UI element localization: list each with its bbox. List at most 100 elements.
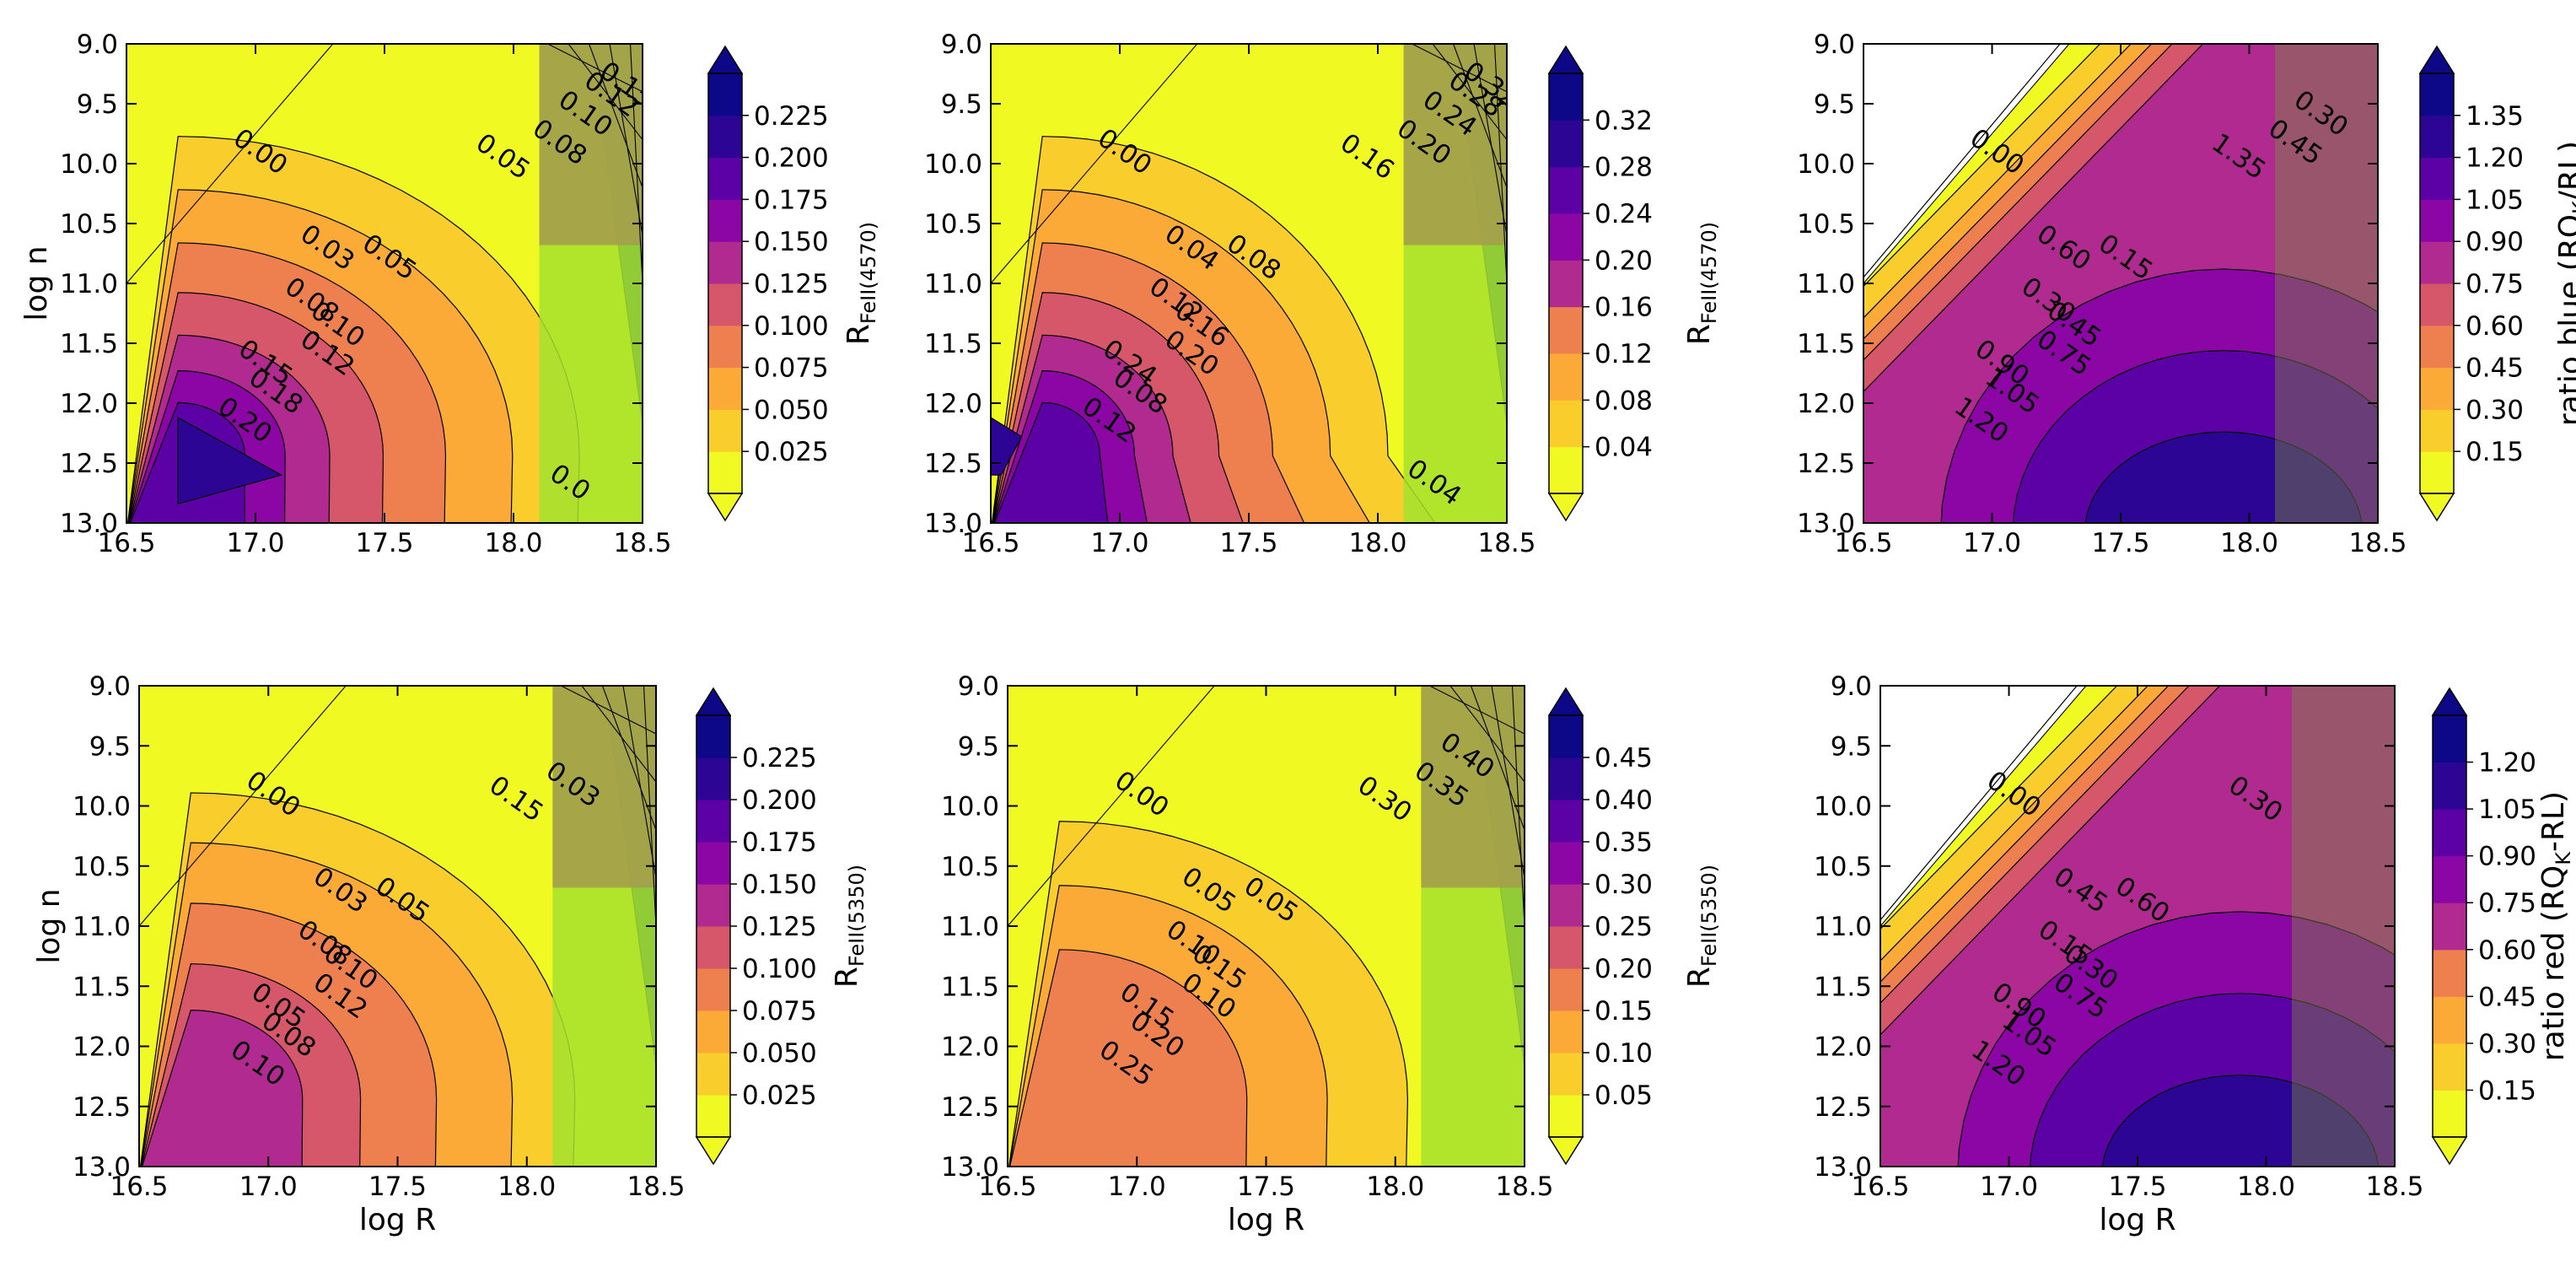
colorbar-segment xyxy=(1549,1053,1583,1096)
panel-p3: 0.000.600.150.300.450.750.901.051.201.35… xyxy=(1797,30,2576,558)
colorbar-label-main: R xyxy=(1682,967,1717,988)
contour-line xyxy=(1880,686,2087,927)
shaded-region-top xyxy=(539,44,643,245)
y-tick-label: 10.5 xyxy=(60,209,118,240)
colorbar-segment xyxy=(696,757,730,800)
x-tick-label: 17.5 xyxy=(355,528,413,558)
contour-line xyxy=(1449,686,1525,783)
x-tick-label: 18.0 xyxy=(1348,528,1406,558)
y-tick-label: 9.0 xyxy=(1831,671,1872,702)
x-tick-label: 18.0 xyxy=(484,528,542,558)
colorbar-segment xyxy=(1549,884,1583,927)
y-tick-label: 11.5 xyxy=(73,972,131,1002)
x-tick-label: 18.5 xyxy=(2348,528,2407,558)
y-tick-label: 10.0 xyxy=(1814,792,1872,822)
contour-line xyxy=(1491,686,1525,879)
colorbar-tick-label: 0.28 xyxy=(1595,153,1653,183)
y-tick-label: 12.0 xyxy=(1814,1032,1872,1063)
colorbar-tick-label: 0.90 xyxy=(2466,227,2524,257)
colorbar-segment xyxy=(696,926,730,969)
y-tick-label: 12.0 xyxy=(73,1032,131,1063)
shaded-region-top xyxy=(1421,686,1525,888)
contour-line xyxy=(1429,686,1525,735)
colorbar-segment xyxy=(2433,715,2466,763)
y-tick-label: 13.0 xyxy=(1797,509,1855,539)
y-tick-label: 9.5 xyxy=(941,89,982,120)
x-tick-label: 17.0 xyxy=(226,528,284,558)
colorbar-segment xyxy=(708,451,742,494)
y-tick-label: 12.0 xyxy=(60,389,118,419)
y-tick-label: 12.5 xyxy=(941,1092,999,1123)
x-tick-label: 17.0 xyxy=(1090,528,1148,558)
y-tick-label: 10.0 xyxy=(941,792,999,822)
colorbar-extend-max xyxy=(707,45,744,74)
colorbar-label-sub: FeII(5350) xyxy=(1697,865,1721,967)
x-tick-label: 16.5 xyxy=(961,528,1019,558)
colorbar-tick-label: 0.175 xyxy=(742,827,817,858)
colorbar-tick-label: 0.45 xyxy=(2478,982,2536,1012)
contour-line xyxy=(1863,44,2070,284)
colorbar-tick-label: 0.08 xyxy=(1595,385,1653,416)
plot-area: 0.000.600.150.300.450.750.901.051.201.35… xyxy=(1863,44,2378,523)
colorbar-label: ratio blue (RQK/RL) xyxy=(2553,141,2576,426)
colorbar-extend-min xyxy=(1547,1136,1584,1166)
colorbar-tick-label: 0.60 xyxy=(2466,311,2524,342)
contour-level-max xyxy=(177,417,283,505)
colorbar-tick-label: 0.150 xyxy=(754,227,829,257)
colorbar-label-sub: K xyxy=(2568,200,2576,214)
colorbar-tick-label: 1.20 xyxy=(2466,143,2524,174)
y-tick-label: 12.5 xyxy=(1797,449,1855,479)
colorbar-frame xyxy=(1548,73,1584,494)
contour-level-max xyxy=(991,417,1023,476)
colorbar-tick-label: 0.15 xyxy=(2466,437,2524,467)
colorbar-tick-label: 1.05 xyxy=(2478,795,2536,825)
contour-line xyxy=(1432,44,1507,140)
colorbar-label: RFeII(5350) xyxy=(830,865,869,988)
y-tick-label: 10.5 xyxy=(1814,852,1872,882)
panel-p2: 0.000.040.080.120.160.200.240.080.120.16… xyxy=(924,30,1721,558)
y-tick-label: 13.0 xyxy=(1814,1152,1872,1183)
colorbar-segment xyxy=(2420,283,2454,326)
y-tick-label: 9.5 xyxy=(77,89,118,120)
contour-line xyxy=(622,686,656,879)
contour-line xyxy=(1008,686,1215,927)
y-tick-label: 11.0 xyxy=(924,269,982,299)
colorbar-extend-min xyxy=(695,1136,732,1166)
plot-area: 0.000.040.080.120.160.200.240.080.120.16… xyxy=(991,44,1507,523)
y-tick-label: 11.5 xyxy=(60,329,118,359)
colorbar-tick-label: 0.30 xyxy=(2478,1029,2536,1059)
x-tick-label: 18.0 xyxy=(1366,1172,1424,1202)
colorbar-tick-label: 0.16 xyxy=(1595,293,1653,323)
colorbar-segment xyxy=(708,115,742,159)
colorbar-segment xyxy=(2433,996,2466,1044)
panel-p4: 0.000.030.050.080.100.120.050.080.100.15… xyxy=(32,671,869,1237)
contour-level-3 xyxy=(1008,949,1248,1167)
colorbar-tick-label: 0.30 xyxy=(1595,870,1653,900)
colorbar-segment xyxy=(696,1010,730,1054)
colorbar-tick-label: 0.60 xyxy=(2478,935,2536,966)
colorbar-tick-label: 0.225 xyxy=(742,743,817,773)
colorbar-segment xyxy=(1549,1010,1583,1054)
colorbar-label: RFeII(4570) xyxy=(842,222,880,345)
colorbar-segment xyxy=(2433,1090,2466,1138)
colorbar-extend-max xyxy=(2418,45,2455,74)
colorbar-tick-label: 0.050 xyxy=(742,1038,817,1069)
colorbar-frame xyxy=(2432,714,2467,1138)
y-tick-label: 9.0 xyxy=(89,671,131,702)
contour-level-5 xyxy=(141,1009,304,1167)
colorbar-tick-label: 1.35 xyxy=(2466,101,2524,132)
x-axis-label: log R xyxy=(2099,1203,2175,1237)
y-tick-label: 12.0 xyxy=(924,389,982,419)
colorbar-tick-label: 0.75 xyxy=(2478,888,2536,919)
colorbar-extend-max xyxy=(1547,45,1584,74)
colorbar-segment xyxy=(2420,241,2454,284)
colorbar-tick-label: 0.125 xyxy=(742,912,817,942)
colorbar-extend-min xyxy=(2418,493,2455,522)
y-tick-label: 11.0 xyxy=(60,269,118,299)
colorbar-label-sub: K xyxy=(2552,851,2575,865)
y-tick-label: 13.0 xyxy=(941,1152,999,1183)
colorbar-segment xyxy=(2420,325,2454,369)
y-tick-label: 11.5 xyxy=(924,329,982,359)
colorbar-extend-min xyxy=(707,493,744,522)
colorbar-segment xyxy=(1549,400,1583,448)
